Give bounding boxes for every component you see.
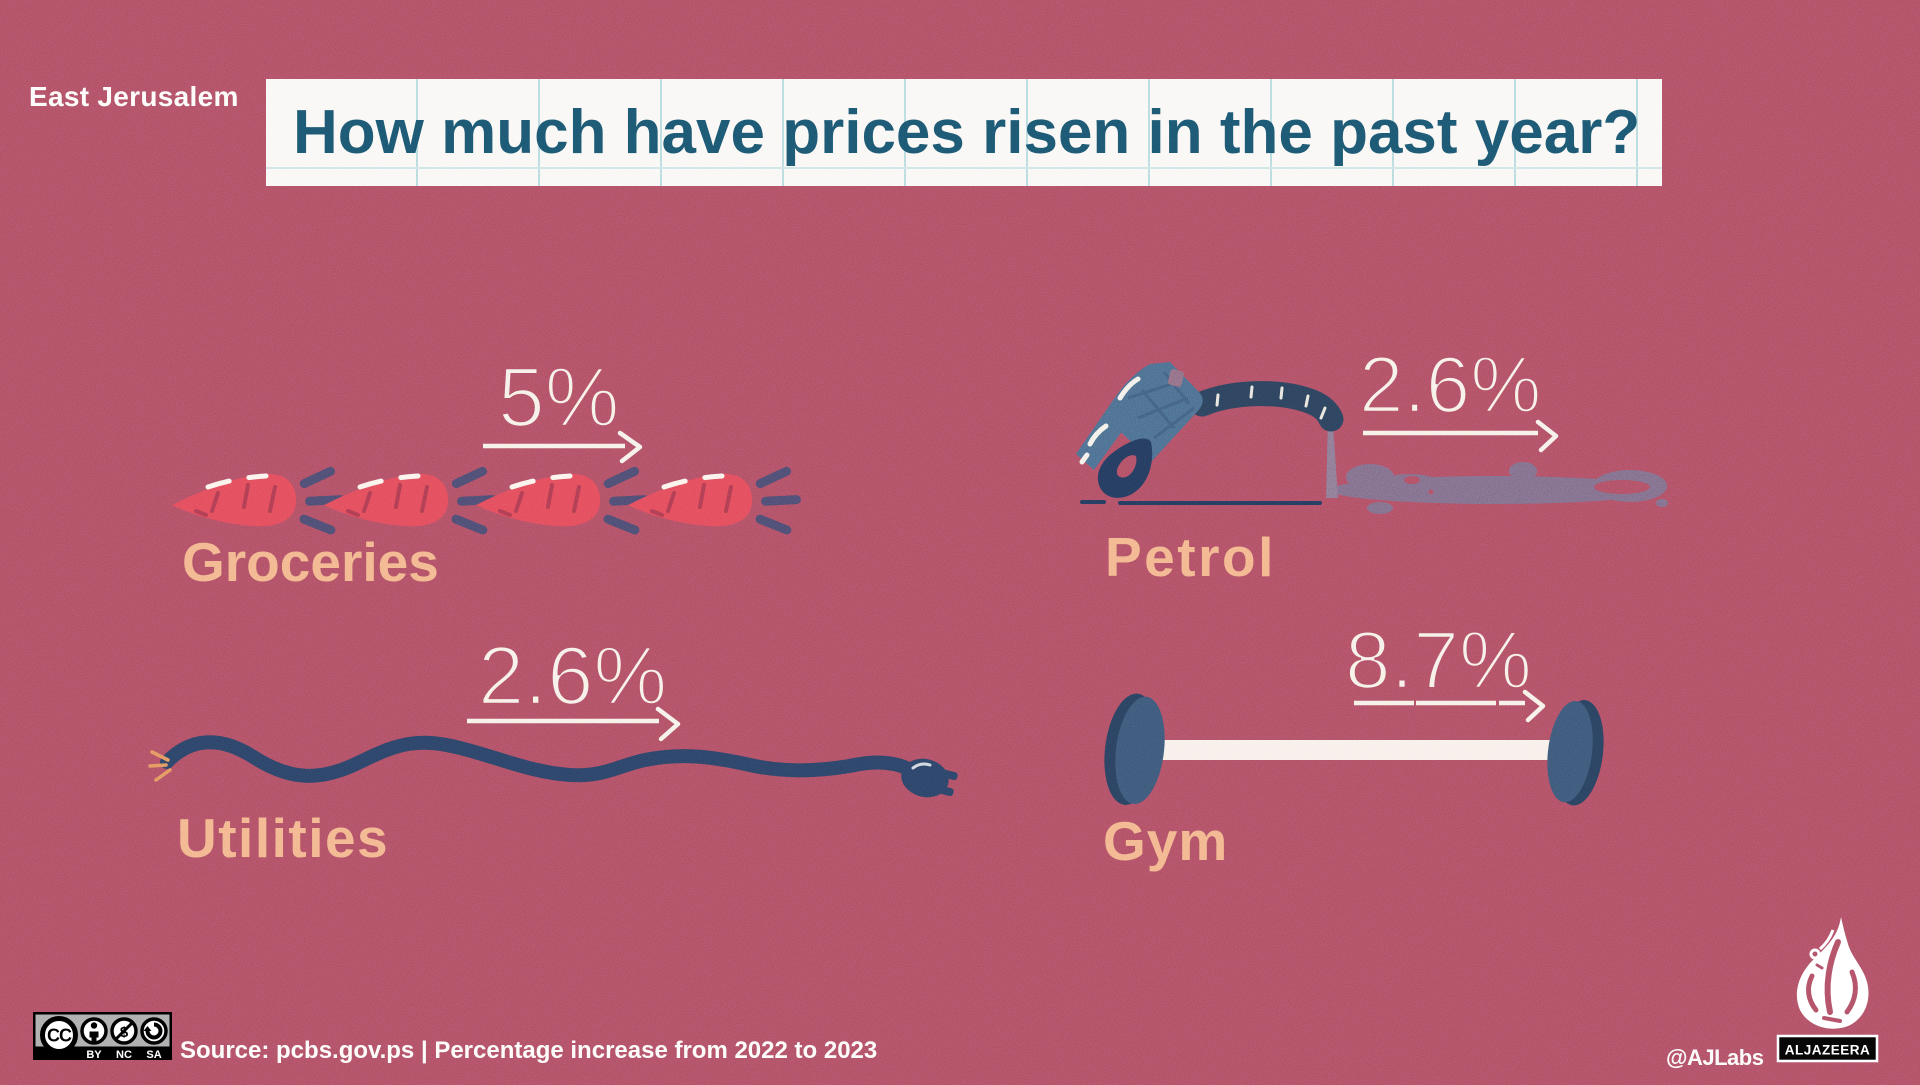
svg-text:ALJAZEERA: ALJAZEERA: [1785, 1043, 1871, 1058]
svg-text:SA: SA: [146, 1049, 161, 1061]
svg-text:BY: BY: [86, 1049, 102, 1061]
svg-text:CC: CC: [47, 1026, 72, 1046]
svg-text:NC: NC: [116, 1049, 132, 1061]
